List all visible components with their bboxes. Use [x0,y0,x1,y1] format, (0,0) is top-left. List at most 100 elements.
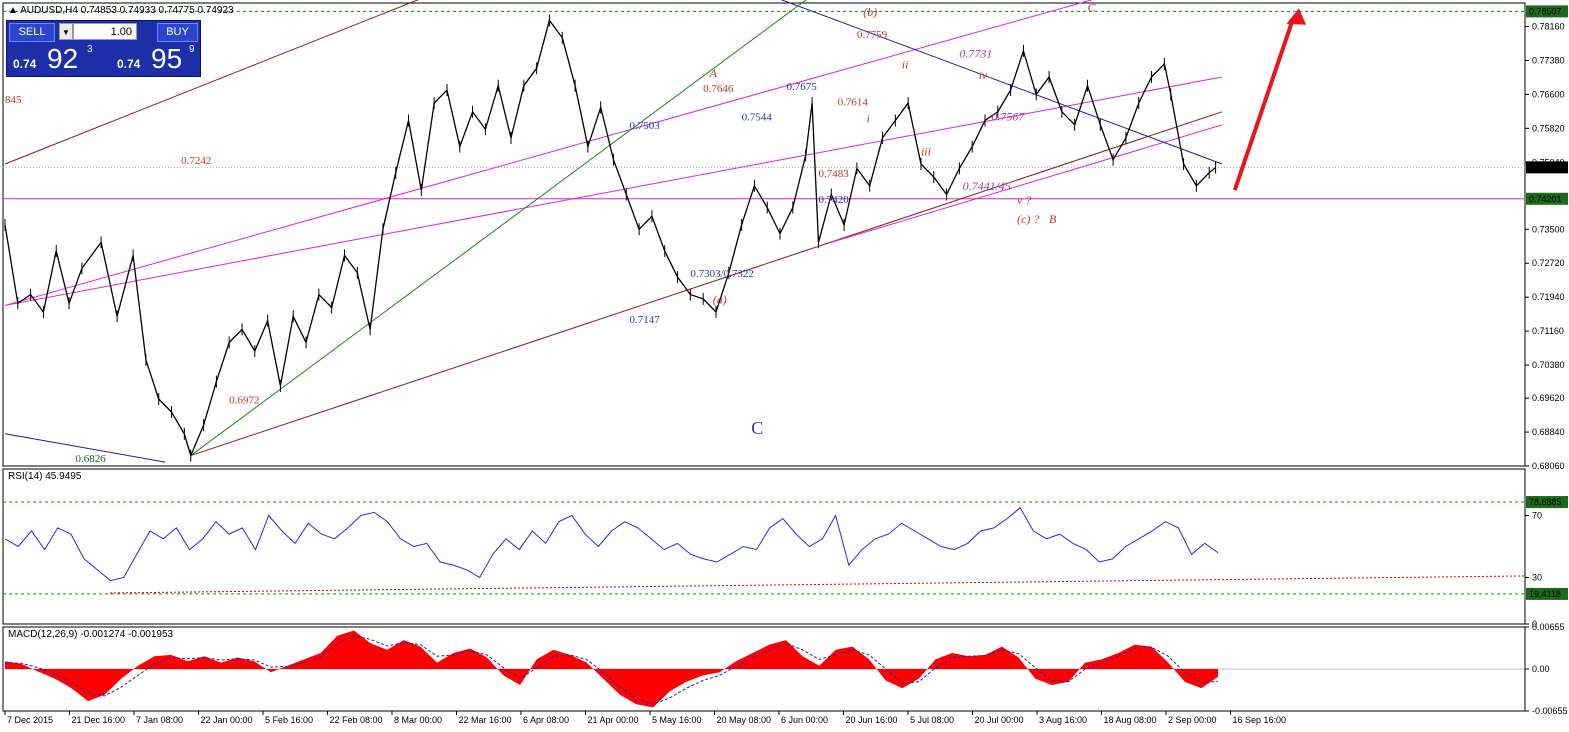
buy-price[interactable]: 0.74 95 9 [107,43,198,74]
wave-annotation: B [1049,212,1057,226]
wave-annotation: 0.7147 [630,314,661,326]
time-axis-label: 8 Mar 00:00 [394,715,442,725]
price-axis-label: 0.72720 [1532,258,1565,268]
rsi-axis-label: 30 [1532,573,1542,583]
wave-annotation: 0.7503 [630,120,661,132]
macd-axis-label: 0.00 [1532,664,1550,674]
time-axis-label: 5 Feb 16:00 [265,715,313,725]
wave-annotation: iv [979,68,988,82]
wave-annotation: (c) ? [1017,212,1039,226]
wave-annotation: 0.7303/0.7322 [690,268,754,280]
rsi-level-box [1526,587,1568,600]
macd-histogram [5,630,1218,708]
time-axis-label: 22 Feb 08:00 [330,715,383,725]
time-axis-label: 21 Dec 16:00 [72,715,126,725]
rsi-panel-frame [2,468,1526,625]
projection-arrow [1232,19,1295,191]
buy-price-pips: 95 [151,43,183,74]
projection-arrow-head [1286,8,1307,25]
time-axis-label: 21 Apr 00:00 [588,715,639,725]
sell-price-fraction: 3 [87,44,93,55]
wave-annotation: 0.7242 [181,155,211,167]
wave-annotation: 0.7675 [786,81,817,93]
price-axis-label: 0.78160 [1532,21,1565,31]
price-box-label: 0.74201 [1529,194,1562,204]
sell-price-pips: 92 [47,43,79,74]
wave-annotation: 0.6972 [229,394,259,406]
time-axis-label: 16 Sep 16:00 [1233,715,1287,725]
time-axis-label: 7 Jan 08:00 [136,715,183,725]
trend-blue-lower-left [4,433,166,463]
rsi-level-box [1526,496,1568,509]
price-axis-label: 0.75820 [1532,123,1565,133]
rsi-level-label: 19.4118 [1529,589,1561,599]
price-axis-label: 0.69620 [1532,393,1565,403]
time-axis-label: 7 Dec 2015 [7,715,53,725]
wave-annotation: 0.7614 [838,96,869,108]
sell-price[interactable]: 0.74 92 3 [9,43,100,74]
channel-magenta-lower [831,124,1223,243]
wave-annotation: v ? [1017,193,1031,207]
sell-button[interactable]: SELL [9,23,55,42]
time-axis-label: 6 Jun 00:00 [781,715,828,725]
time-axis-label: 22 Jan 00:00 [201,715,253,725]
wave-annotation: 845 [5,94,22,106]
wave-annotation: 0.7759 [857,29,888,41]
price-axis-label: 0.71160 [1532,326,1564,336]
wave-annotation: C [751,418,763,438]
wave-annotation: A [709,66,718,80]
wave-annotation: 0.6826 [75,453,106,465]
wave-annotation: 0.7731 [959,46,992,60]
wave-annotation: (a) [713,292,727,306]
price-axis-label: 0.68840 [1532,427,1565,437]
price-axis-label: 0.71940 [1532,292,1565,302]
wave-annotation: 0.7441/45 [963,179,1011,193]
macd-axis-label: 0.00655 [1532,622,1565,632]
time-axis-label: 20 Jul 00:00 [975,715,1024,725]
current-price-box [1526,161,1568,174]
trend-blue-line [780,0,1223,165]
rsi-axis-label: 0 [1532,619,1537,629]
buy-price-prefix: 0.74 [117,57,141,71]
macd-title: MACD(12,26,9) -0.001274 -0.001953 [8,629,174,640]
price-box-label: 0.74923 [1529,162,1562,172]
wave-annotation: i [867,112,870,126]
macd-signal-line [4,635,1219,705]
buy-price-fraction: 9 [189,44,195,55]
wave-annotation: ii [902,57,909,71]
wave-annotation: (b) [863,5,877,19]
price-box-label: 0.78507 [1529,6,1562,16]
time-axis-label: 2 Sep 00:00 [1168,715,1217,725]
time-axis-label: 5 Jul 08:00 [910,715,954,725]
level-price-box [1526,192,1568,205]
time-axis-label: 22 Mar 16:00 [459,715,512,725]
trend-green-line [190,0,807,456]
wave-annotation: 0.7483 [818,168,849,180]
rsi-title: RSI(14) 45.9495 [8,471,82,482]
channel-magenta-upper [4,0,1094,306]
lot-decrease-button[interactable]: ▼ [59,23,73,40]
price-axis-label: 0.70380 [1532,360,1565,370]
wave-annotation: 0.7567 [991,109,1025,123]
price-axis-label: 0.77380 [1532,55,1565,65]
rsi-level-label: 78.6885 [1529,497,1562,507]
buy-button[interactable]: BUY [157,23,198,42]
level-price-box [1526,5,1568,18]
wave-annotation: iii [921,144,931,158]
time-axis-label: 18 Aug 08:00 [1104,715,1157,725]
symbol-header: ▲ AUDUSD,H4 0.74853 0.74933 0.74775 0.74… [8,5,234,16]
sell-price-prefix: 0.74 [13,57,37,71]
channel-brown-lower [190,111,1223,457]
time-axis-label: 20 Jun 16:00 [846,715,898,725]
one-click-trading-panel[interactable]: SELL ▼ 1.00 BUY 0.74 92 3 0.74 95 9 [6,20,201,77]
price-axis-label: 0.73500 [1532,224,1565,234]
wave-annotation: C [1087,1,1096,15]
wave-annotation: 0.7420 [818,194,849,206]
price-axis-label: 0.76600 [1532,89,1565,99]
time-axis-label: 20 May 08:00 [717,715,772,725]
macd-axis-label: -0.00655 [1532,706,1568,716]
channel-brown-upper [4,0,419,165]
lot-size-input[interactable]: 1.00 [73,23,137,40]
rsi-line [4,507,1219,582]
